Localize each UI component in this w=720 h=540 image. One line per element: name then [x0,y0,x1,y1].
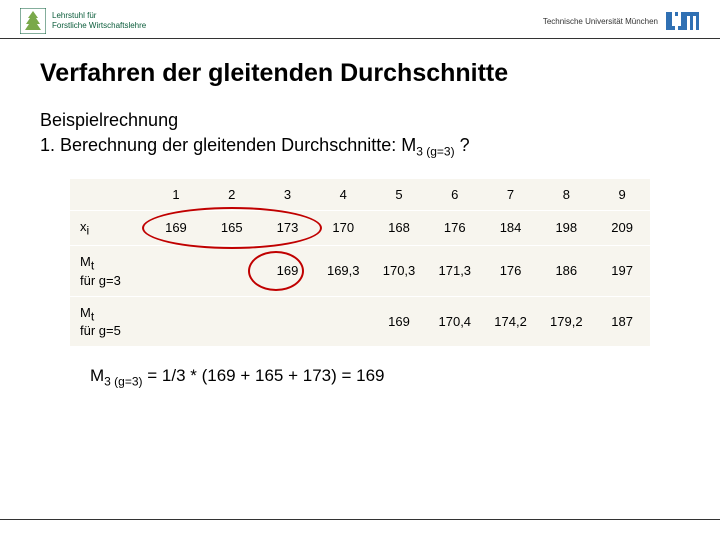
cell [260,296,316,346]
cell [148,246,204,297]
tum-logo-icon [666,12,700,30]
highlight-circle-xi [142,207,322,249]
cell [315,296,371,346]
cell [148,296,204,346]
row-label-g3: Mtfür g=3 [70,246,148,297]
cell: 209 [594,210,650,246]
formula-line: M3 (g=3) = 1/3 * (169 + 165 + 173) = 169 [90,366,680,388]
header-blank [70,179,148,211]
table-container: 1 2 3 4 5 6 7 8 9 xi 169 165 173 170 168… [70,179,650,347]
data-table: 1 2 3 4 5 6 7 8 9 xi 169 165 173 170 168… [70,179,650,347]
cell: 187 [594,296,650,346]
cell: 174,2 [483,296,539,346]
formula-rest: = 1/3 * (169 + 165 + 173) = 169 [143,366,385,385]
table-row-g3: Mtfür g=3 169 169,3 170,3 171,3 176 186 … [70,246,650,297]
col-7: 7 [483,179,539,211]
table-header-row: 1 2 3 4 5 6 7 8 9 [70,179,650,211]
col-9: 9 [594,179,650,211]
col-1: 1 [148,179,204,211]
step-suffix: ? [455,135,470,155]
col-6: 6 [427,179,483,211]
subtitle: Beispielrechnung [40,110,680,131]
cell: 168 [371,210,427,246]
cell: 197 [594,246,650,297]
cell: 184 [483,210,539,246]
col-2: 2 [204,179,260,211]
chair-line2: Forstliche Wirtschaftslehre [52,21,146,31]
header-right: Technische Universität München [543,12,700,30]
chair-line1: Lehrstuhl für [52,11,146,21]
cell: 170 [315,210,371,246]
footer-divider [0,519,720,520]
slide-title: Verfahren der gleitenden Durchschnitte [40,59,680,88]
step-sub: 3 (g=3) [416,145,454,159]
formula-prefix: M [90,366,104,385]
cell [204,296,260,346]
chair-logo: Lehrstuhl für Forstliche Wirtschaftslehr… [20,8,146,34]
cell: 170,4 [427,296,483,346]
cell: 169 [371,296,427,346]
col-5: 5 [371,179,427,211]
highlight-circle-m3 [248,251,304,291]
cell: 179,2 [538,296,594,346]
cell: 186 [538,246,594,297]
table-row-g5: Mtfür g=5 169 170,4 174,2 179,2 187 [70,296,650,346]
tree-icon [20,8,46,34]
cell: 169,3 [315,246,371,297]
col-4: 4 [315,179,371,211]
slide-content: Verfahren der gleitenden Durchschnitte B… [0,39,720,409]
row-label-xi: xi [70,210,148,246]
university-name: Technische Universität München [543,17,658,26]
cell: 176 [483,246,539,297]
cell: 198 [538,210,594,246]
step-line: 1. Berechnung der gleitenden Durchschnit… [40,135,680,159]
chair-name: Lehrstuhl für Forstliche Wirtschaftslehr… [52,11,146,30]
row-label-g5: Mtfür g=5 [70,296,148,346]
col-8: 8 [538,179,594,211]
cell: 176 [427,210,483,246]
formula-sub: 3 (g=3) [104,375,142,389]
slide-header: Lehrstuhl für Forstliche Wirtschaftslehr… [0,0,720,39]
cell: 170,3 [371,246,427,297]
cell: 171,3 [427,246,483,297]
col-3: 3 [260,179,316,211]
step-prefix: 1. Berechnung der gleitenden Durchschnit… [40,135,416,155]
